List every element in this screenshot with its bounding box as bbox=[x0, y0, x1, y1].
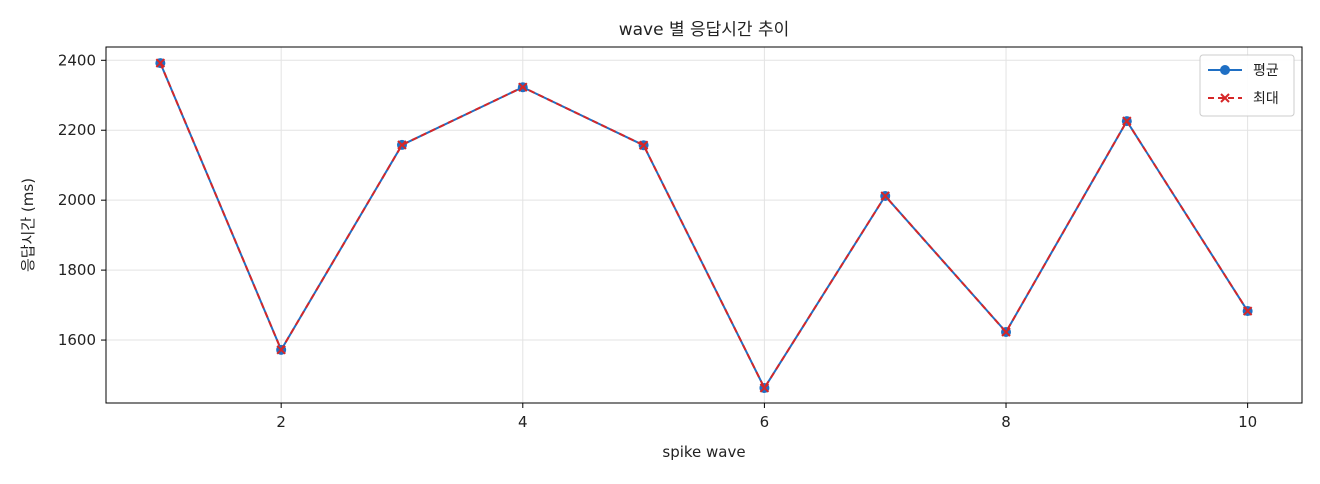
series-line bbox=[159, 62, 1249, 389]
legend-max-marker bbox=[1220, 93, 1230, 103]
legend-average-label: 평균 bbox=[1253, 63, 1279, 79]
y-tick-label: 2400 bbox=[58, 51, 96, 69]
grid-layer bbox=[106, 47, 1302, 403]
data-point bbox=[397, 140, 407, 150]
series-average bbox=[155, 58, 1253, 393]
chart-title: wave 별 응답시간 추이 bbox=[619, 20, 790, 40]
legend-max-label: 최대 bbox=[1253, 91, 1279, 107]
series-max bbox=[155, 58, 1253, 393]
series-line bbox=[159, 62, 1249, 389]
x-tick-label: 4 bbox=[518, 413, 528, 431]
data-point bbox=[1122, 116, 1132, 126]
data-point bbox=[276, 345, 286, 355]
y-tick-label: 1800 bbox=[58, 261, 96, 279]
x-axis-label: spike wave bbox=[662, 443, 745, 461]
plot-frame bbox=[105, 46, 1303, 404]
data-point bbox=[759, 383, 770, 393]
y-tick-label: 1600 bbox=[58, 331, 96, 349]
x-tick-label: 6 bbox=[760, 413, 770, 431]
x-tick-label: 8 bbox=[1001, 413, 1011, 431]
data-point bbox=[155, 58, 166, 68]
legend-box bbox=[1199, 54, 1295, 117]
data-point bbox=[1001, 327, 1011, 337]
legend: 평균 최대 bbox=[1199, 54, 1295, 117]
data-point bbox=[638, 140, 649, 150]
y-tick-label: 2200 bbox=[58, 121, 96, 139]
x-tick-label: 2 bbox=[276, 413, 286, 431]
legend-average-marker bbox=[1220, 65, 1230, 75]
y-tick-label: 2000 bbox=[58, 191, 96, 209]
x-tick-label: 10 bbox=[1238, 413, 1257, 431]
y-axis-label: 응답시간 (ms) bbox=[19, 178, 37, 272]
data-point bbox=[518, 82, 528, 92]
data-point bbox=[880, 191, 890, 201]
data-point bbox=[1242, 306, 1253, 316]
axis-layer: 2 4 6 8 10 1600 1800 2000 2200 2400 bbox=[58, 51, 1257, 431]
series-layer bbox=[155, 58, 1253, 393]
